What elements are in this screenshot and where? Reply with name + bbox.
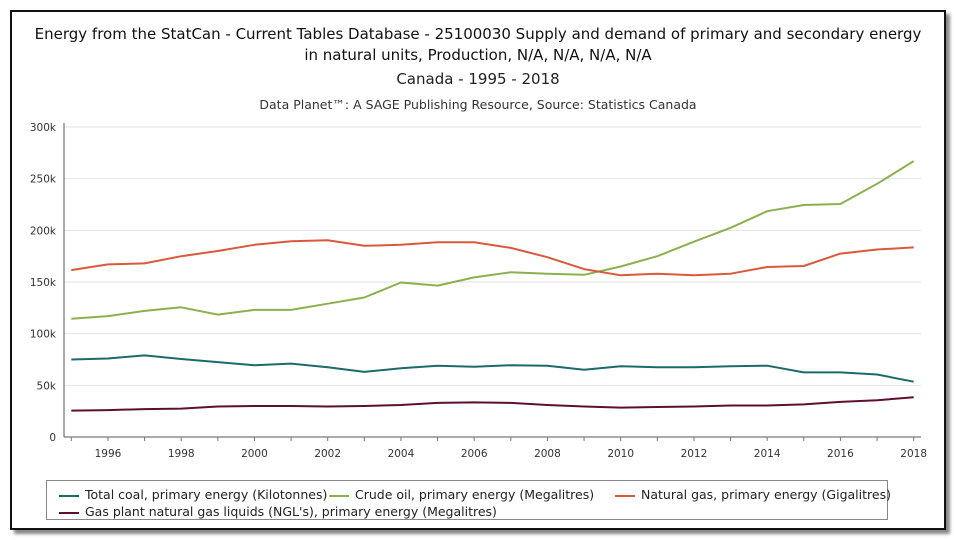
x-tick-label: 2018 [900, 448, 927, 460]
chart-title-text: Energy from the StatCan - Current Tables… [34, 25, 922, 64]
legend-item[interactable]: Total coal, primary energy (Kilotonnes) [59, 487, 327, 502]
legend-label: Total coal, primary energy (Kilotonnes) [85, 487, 328, 502]
legend-label: Natural gas, primary energy (Gigalitres) [641, 487, 891, 502]
x-tick-label: 2002 [314, 448, 341, 460]
series-line-3 [71, 239, 914, 277]
y-tick-label: 200k [30, 225, 57, 237]
x-tick-label: 2016 [827, 448, 854, 460]
legend-label: Gas plant natural gas liquids (NGL's), p… [85, 504, 497, 519]
y-tick-label: 50k [37, 380, 57, 392]
series-line-1 [71, 354, 914, 383]
x-tick-label: 2000 [241, 448, 268, 460]
x-tick-label: 2014 [754, 448, 781, 460]
legend-label: Crude oil, primary energy (Megalitres) [355, 487, 595, 502]
y-tick-label: 250k [30, 174, 57, 186]
line-chart: 0 50k 100k 150k 200k 250k 300k 1996 1998 2000 2002… [30, 122, 927, 460]
y-tick-label: 0 [49, 432, 56, 444]
legend-item[interactable]: Gas plant natural gas liquids (NGL's), p… [59, 504, 497, 519]
y-tick-label: 100k [30, 329, 57, 341]
x-tick-label: 2008 [534, 448, 561, 460]
chart-title: Energy from the StatCan - Current Tables… [12, 24, 944, 66]
series-line-4 [71, 396, 914, 412]
legend-swatch [329, 494, 349, 497]
x-tick-label: 2004 [388, 448, 415, 460]
x-tick-label: 2006 [461, 448, 488, 460]
chart-source: Data Planet™: A SAGE Publishing Resource… [259, 97, 697, 112]
legend-item[interactable]: Crude oil, primary energy (Megalitres) [329, 487, 594, 502]
chart-subtitle: Canada - 1995 - 2018 [396, 70, 560, 88]
series-line-2 [71, 160, 915, 320]
legend-swatch [59, 494, 79, 497]
legend-swatch [59, 511, 79, 514]
x-tick-label: 1998 [168, 448, 195, 460]
legend-item[interactable]: Natural gas, primary energy (Gigalitres) [615, 487, 891, 502]
legend-swatch [615, 494, 635, 497]
chart-legend: Total coal, primary energy (Kilotonnes) C… [46, 480, 891, 520]
y-tick-label: 300k [30, 122, 57, 134]
y-tick-label: 150k [30, 277, 57, 289]
chart-frame: Energy from the StatCan - Current Tables… [10, 10, 946, 530]
x-tick-label: 2012 [681, 448, 708, 460]
x-tick-label: 1996 [95, 448, 122, 460]
x-tick-label: 2010 [607, 448, 634, 460]
